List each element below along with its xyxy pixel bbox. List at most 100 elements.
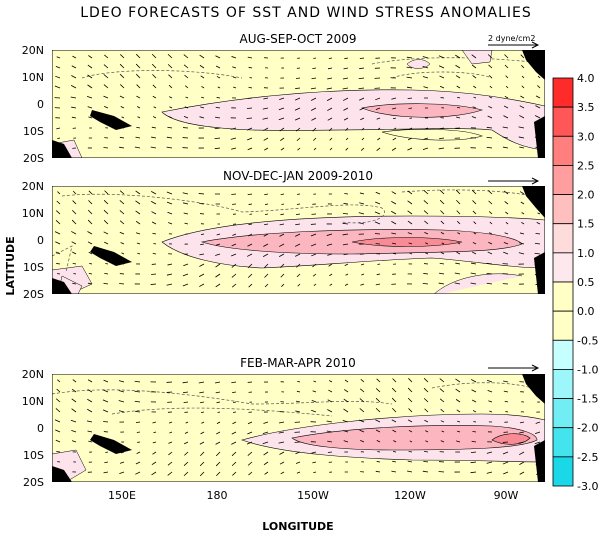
- wind-vector: [487, 115, 493, 119]
- colorbar-swatch: [552, 456, 574, 487]
- wind-vector: [168, 115, 173, 119]
- wind-vector: [56, 263, 61, 265]
- wind-vector: [104, 241, 109, 245]
- wind-vector: [326, 420, 333, 423]
- wind-vector: [439, 398, 445, 403]
- wind-vector: [119, 73, 125, 79]
- wind-vector: [119, 210, 125, 215]
- wind-vector: [359, 398, 365, 403]
- wind-vector: [169, 106, 173, 109]
- wind-vector: [135, 200, 141, 205]
- wind-vector: [472, 430, 477, 433]
- wind-vector: [486, 461, 493, 464]
- wind-vector: [457, 420, 461, 423]
- wind-vector: [438, 272, 445, 275]
- wind-vector: [408, 408, 413, 413]
- wind-vector: [423, 86, 429, 89]
- lat-tick: 10S: [23, 449, 44, 462]
- wind-vector: [439, 127, 445, 130]
- wind-vector: [375, 429, 381, 433]
- wind-vector: [425, 242, 429, 245]
- wind-vector: [297, 283, 301, 287]
- wind-vector: [359, 202, 365, 205]
- wind-vector: [183, 54, 189, 59]
- wind-vector: [295, 410, 301, 413]
- wind-vector: [103, 95, 109, 99]
- wind-vector: [360, 440, 365, 443]
- wind-vector: [342, 222, 349, 225]
- wind-vector: [439, 388, 445, 393]
- wind-vector: [310, 87, 317, 90]
- wind-vector: [407, 460, 413, 463]
- lat-tick: 20N: [22, 368, 44, 381]
- wind-vector: [486, 126, 493, 129]
- wind-vector: [312, 273, 317, 277]
- wind-vector: [472, 410, 477, 413]
- wind-vector: [376, 273, 381, 276]
- wind-vector: [329, 283, 333, 286]
- wind-vector: [182, 273, 189, 277]
- wind-vector: [423, 210, 429, 215]
- wind-vector: [280, 147, 285, 151]
- wind-vector: [153, 243, 157, 245]
- wind-vector: [391, 242, 397, 245]
- wind-vector: [214, 116, 221, 119]
- lat-axis-panel-1: 20N 10N 0 10S 20S: [22, 44, 44, 165]
- wind-vector: [327, 253, 333, 256]
- wind-vector: [246, 127, 253, 131]
- wind-vector: [519, 146, 525, 149]
- wind-vector: [280, 273, 285, 278]
- wind-vector: [489, 221, 493, 225]
- wind-vector: [152, 84, 157, 89]
- wind-vector: [88, 200, 93, 205]
- wind-vector: [118, 400, 125, 403]
- wind-vector: [391, 470, 397, 473]
- wind-vector: [535, 95, 541, 99]
- wind-vector: [377, 137, 381, 141]
- wind-vector: [262, 441, 269, 445]
- wind-vector: [407, 137, 413, 141]
- wind-vector: [71, 106, 77, 109]
- wind-vector: [119, 200, 125, 205]
- wind-vector: [424, 220, 429, 225]
- wind-vector: [183, 401, 189, 404]
- wind-vector: [152, 232, 157, 235]
- wind-vector: [232, 401, 237, 403]
- wind-vector: [55, 408, 61, 413]
- wind-vector: [247, 451, 253, 456]
- wind-vector: [473, 221, 477, 225]
- wind-vector: [520, 54, 525, 59]
- wind-vector: [264, 273, 269, 278]
- wind-vector: [72, 200, 77, 205]
- wind-vector: [136, 451, 141, 455]
- wind-vector: [391, 419, 397, 423]
- wind-vector: [231, 283, 237, 288]
- wind-vector: [423, 137, 429, 140]
- wind-vector: [230, 253, 237, 257]
- wind-vector: [503, 115, 509, 119]
- wind-vector: [456, 251, 461, 255]
- wind-vector: [56, 127, 61, 130]
- wind-vector: [422, 56, 429, 59]
- wind-vector: [521, 212, 525, 215]
- wind-vector: [407, 419, 413, 423]
- wind-vector: [87, 219, 93, 225]
- wind-vector: [471, 64, 477, 69]
- wind-vector: [118, 390, 125, 393]
- wind-vector: [72, 282, 77, 285]
- lon-tick: 120W: [394, 489, 426, 502]
- wind-vector: [167, 263, 173, 266]
- wind-vector: [473, 96, 477, 99]
- wind-vector: [392, 429, 397, 433]
- wind-vector: [376, 378, 381, 383]
- wind-vector: [231, 273, 237, 278]
- wind-vector: [343, 117, 349, 121]
- wind-vector: [55, 398, 61, 403]
- wind-vector: [134, 380, 141, 383]
- wind-vector: [216, 421, 221, 425]
- wind-vector: [294, 117, 301, 121]
- wind-vector: [199, 54, 205, 59]
- wind-vector: [200, 451, 205, 457]
- wind-vector: [166, 201, 173, 205]
- wind-vector: [166, 146, 173, 149]
